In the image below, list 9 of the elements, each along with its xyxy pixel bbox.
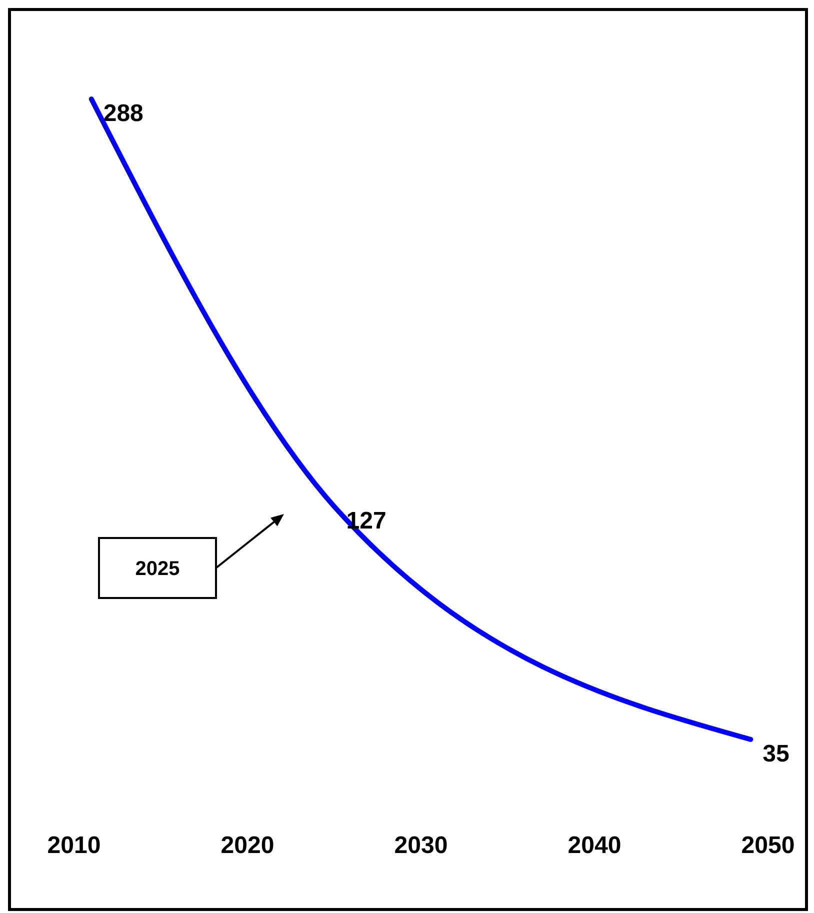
x-tick-label: 2020 xyxy=(220,832,274,860)
x-tick-label: 2040 xyxy=(568,832,622,860)
x-tick-label: 2010 xyxy=(47,832,101,860)
data-label: 127 xyxy=(346,508,386,535)
data-label: 35 xyxy=(762,740,790,768)
x-tick-label: 2050 xyxy=(741,832,795,860)
data-label: 288 xyxy=(103,100,144,127)
x-tick-label: 2030 xyxy=(394,832,448,860)
annotation: 2025 xyxy=(135,558,180,580)
